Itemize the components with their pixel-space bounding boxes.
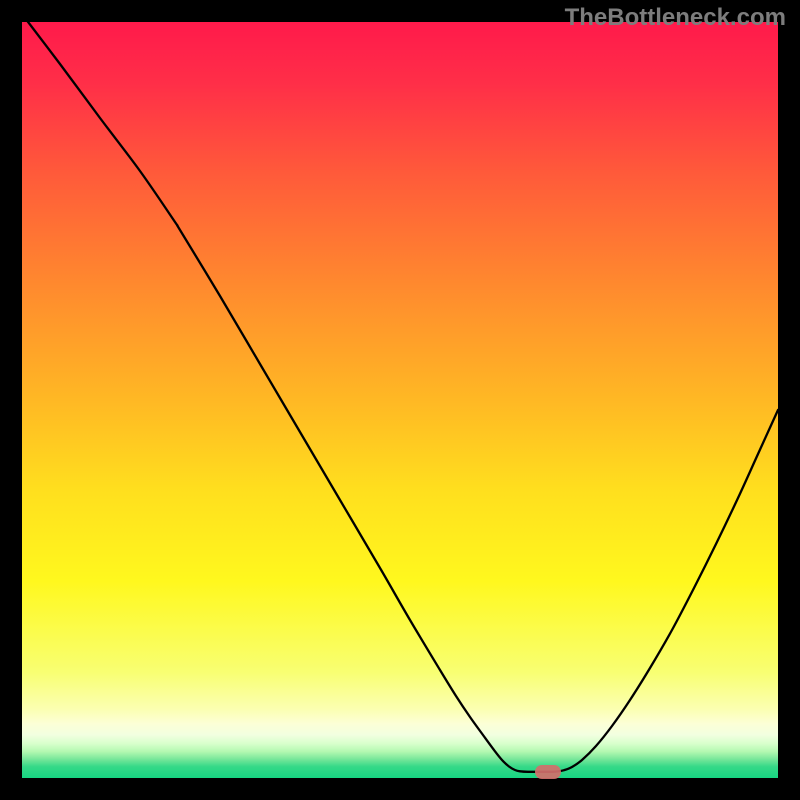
watermark-text: TheBottleneck.com [565, 4, 786, 32]
bottleneck-curve [0, 0, 800, 800]
plot-area [22, 22, 778, 778]
optimum-marker [535, 765, 561, 779]
chart-frame: TheBottleneck.com [0, 0, 800, 800]
